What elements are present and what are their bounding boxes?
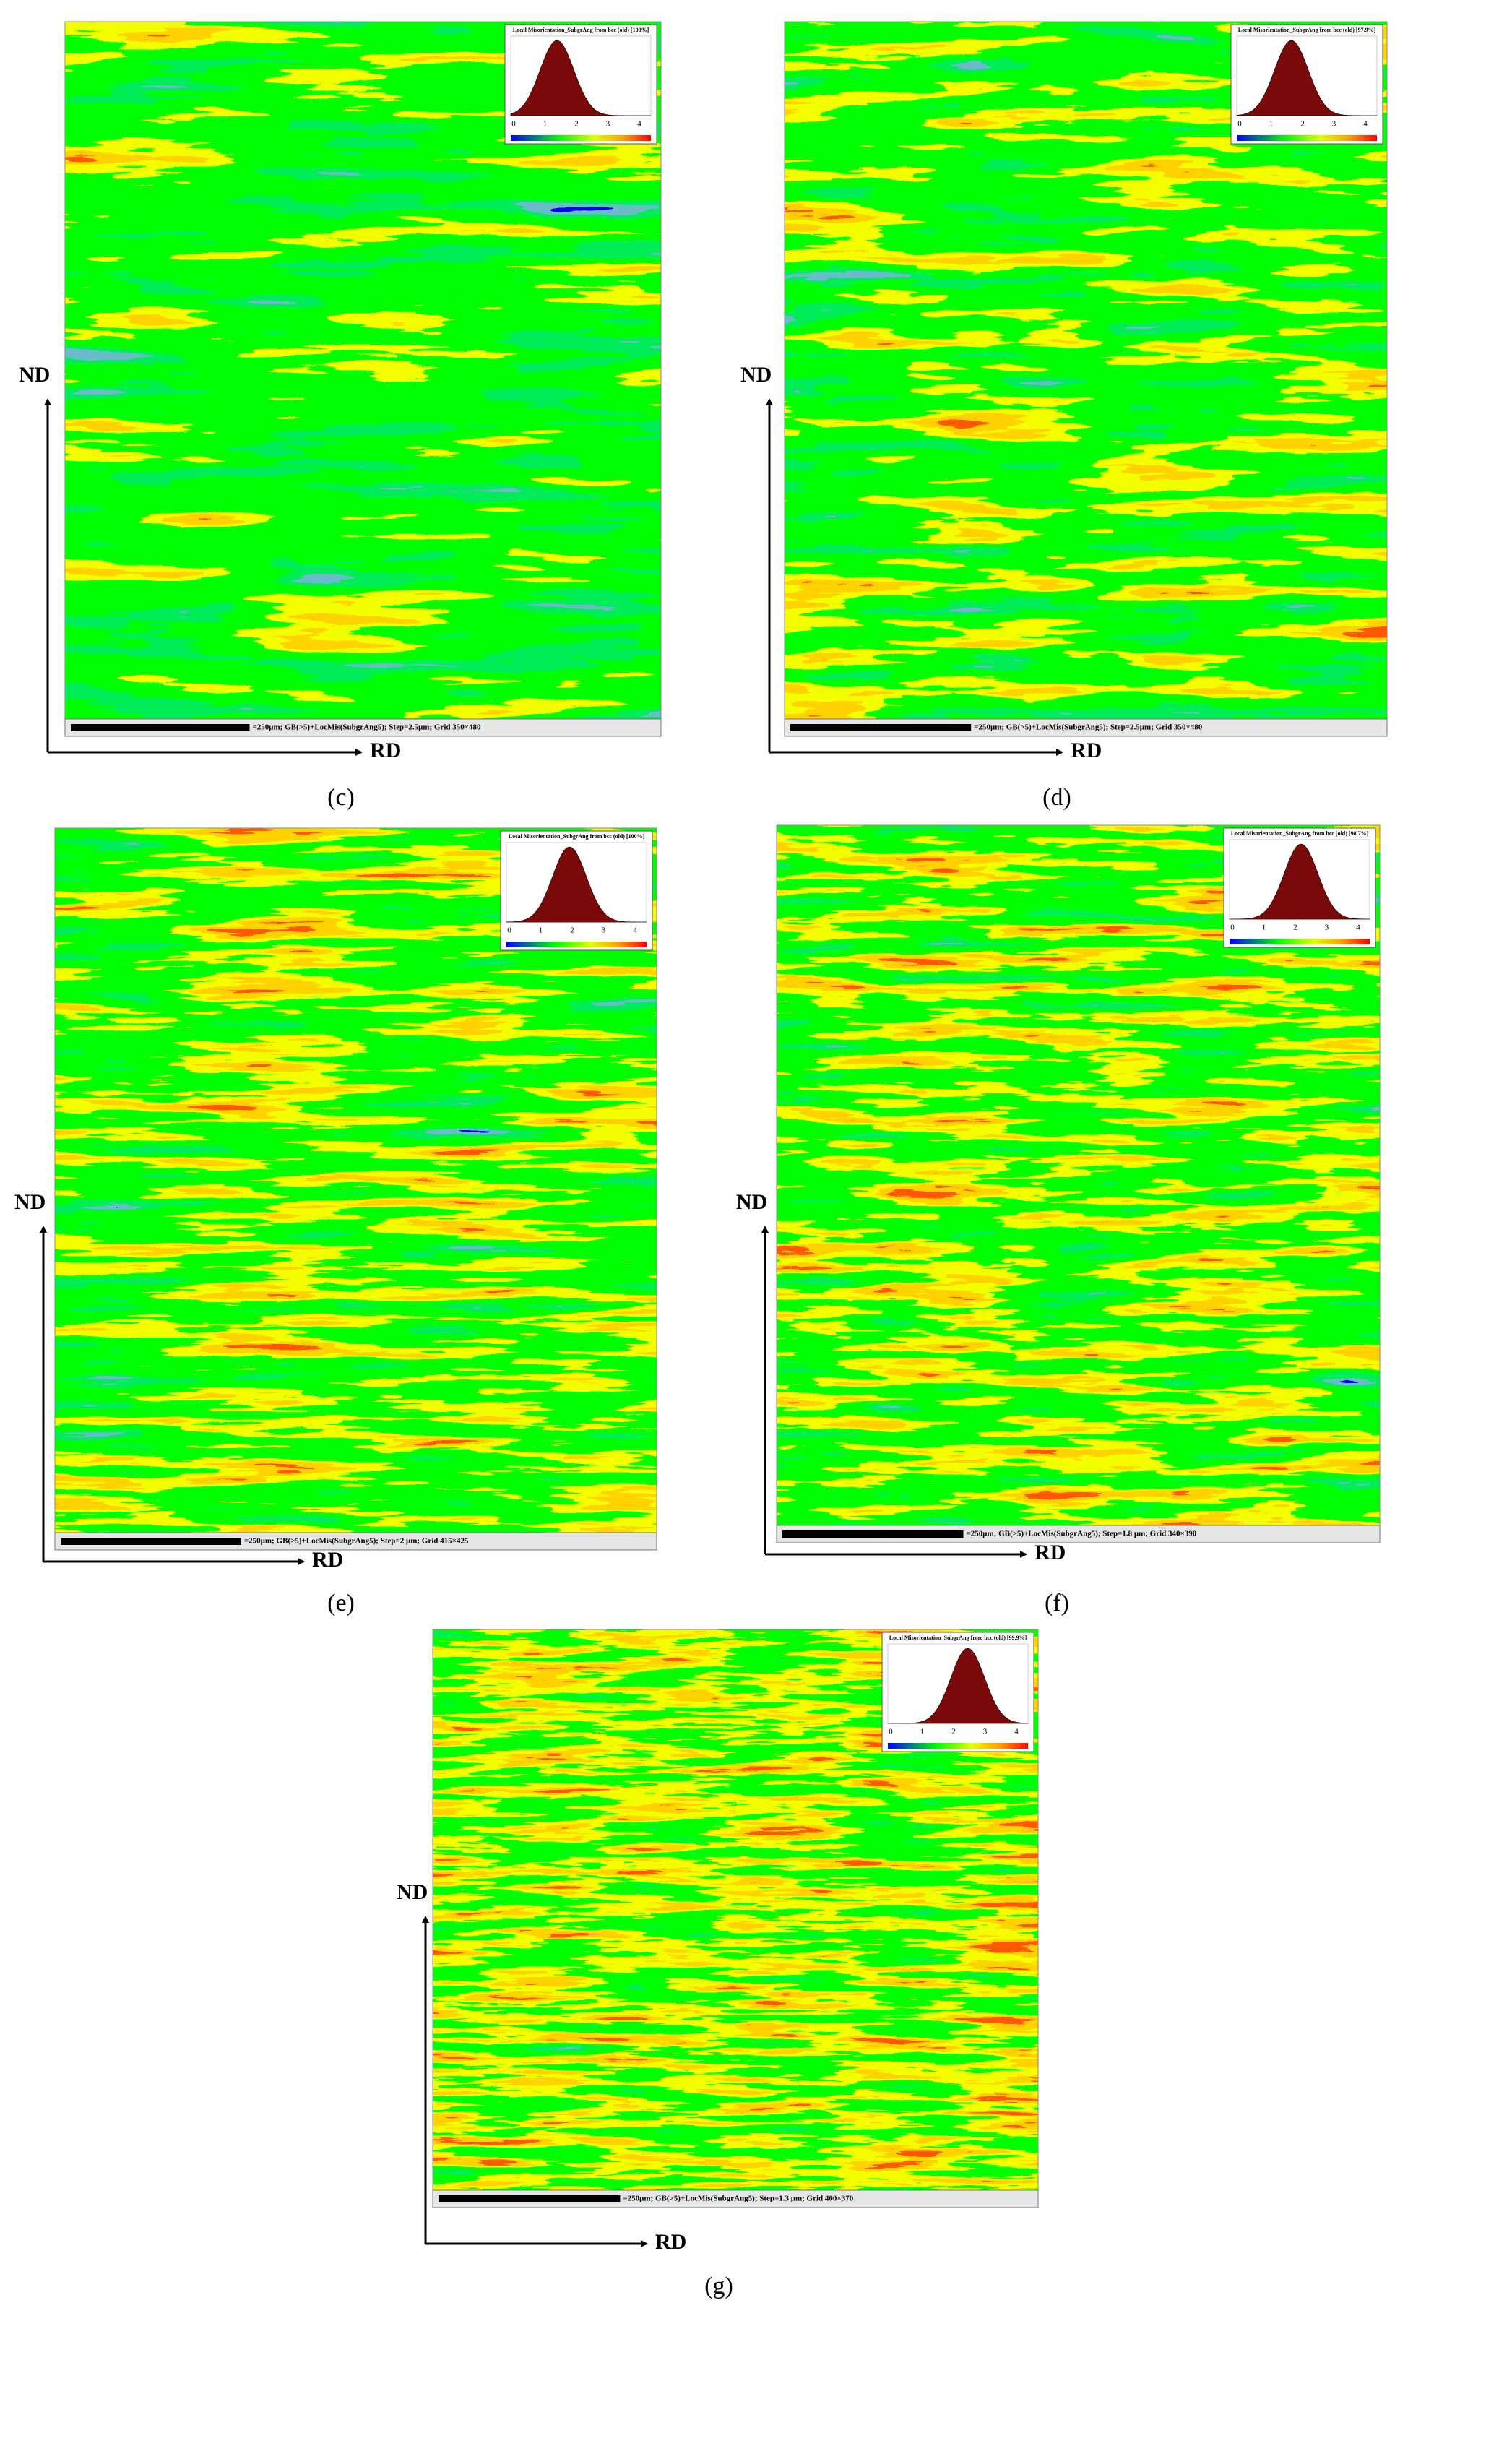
nd-label: ND <box>736 1190 767 1214</box>
nd-label: ND <box>14 1190 46 1214</box>
panel: =250μm; GB(>5)+LocMis(SubgrAng5); Step=2… <box>740 21 1388 811</box>
inset-tick: 4 <box>637 120 641 129</box>
inset-tick: 1 <box>539 926 543 935</box>
color-bar <box>888 1743 1028 1749</box>
panel-label: (g) <box>704 2273 733 2299</box>
inset-tick: 0 <box>507 926 511 935</box>
panel: =250μm; GB(>5)+LocMis(SubgrAng5); Step=2… <box>19 21 662 811</box>
inset-title: Local Misorientation_SubgrAng from bcc (… <box>1231 830 1369 837</box>
inset-tick: 4 <box>1363 120 1368 129</box>
scale-bar <box>71 724 250 731</box>
inset-tick: 2 <box>1300 120 1305 129</box>
inset-tick: 0 <box>1237 120 1242 129</box>
nd-label: ND <box>740 363 772 387</box>
rd-label: RD <box>370 738 401 762</box>
nd-label: ND <box>19 363 50 387</box>
scale-text: =250μm; GB(>5)+LocMis(SubgrAng5); Step=2… <box>974 723 1203 732</box>
histogram <box>1236 40 1378 116</box>
inset-tick: 3 <box>1325 923 1329 932</box>
inset-tick: 2 <box>570 926 574 935</box>
histogram <box>1229 843 1370 920</box>
inset-tick: 2 <box>574 120 579 129</box>
nd-label: ND <box>397 1880 428 1904</box>
scale-text: =250μm; GB(>5)+LocMis(SubgrAng5); Step=1… <box>623 2195 853 2203</box>
scale-text: =250μm; GB(>5)+LocMis(SubgrAng5); Step=2… <box>244 1537 469 1546</box>
panel: =250μm; GB(>5)+LocMis(SubgrAng5); Step=1… <box>736 824 1381 1616</box>
rd-label: RD <box>312 1548 343 1572</box>
inset-tick: 1 <box>543 120 548 129</box>
inset-tick: 1 <box>1269 120 1274 129</box>
panel-label: (d) <box>1042 784 1071 811</box>
rd-label: RD <box>655 2230 686 2254</box>
scale-bar <box>61 1538 241 1545</box>
inset-tick: 0 <box>1230 923 1235 932</box>
inset-title: Local Misorientation_SubgrAng from bcc (… <box>1238 27 1376 33</box>
inset-title: Local Misorientation_SubgrAng from bcc (… <box>509 833 645 840</box>
color-bar <box>511 135 651 141</box>
inset-tick: 3 <box>1332 120 1336 129</box>
color-bar <box>1230 939 1370 944</box>
inset-tick: 4 <box>1356 923 1360 932</box>
rd-label: RD <box>1034 1541 1066 1564</box>
histogram <box>888 1648 1029 1724</box>
inset-tick: 3 <box>602 926 606 935</box>
inset-tick: 4 <box>633 926 637 935</box>
inset-tick: 2 <box>1293 923 1297 932</box>
panel-label: (c) <box>327 784 355 811</box>
histogram <box>510 40 651 116</box>
inset-title: Local Misorientation_SubgrAng from bcc (… <box>889 1635 1027 1641</box>
scale-bar <box>439 2195 621 2202</box>
scale-bar <box>782 1530 964 1538</box>
color-bar <box>506 942 647 947</box>
inset-tick: 2 <box>951 1728 956 1736</box>
scale-text: =250μm; GB(>5)+LocMis(SubgrAng5); Step=2… <box>253 723 482 732</box>
inset-title: Local Misorientation_SubgrAng from bcc (… <box>513 27 649 33</box>
scale-strip <box>54 1532 657 1551</box>
panel: =250μm; GB(>5)+LocMis(SubgrAng5); Step=1… <box>397 1629 1039 2299</box>
scale-strip <box>432 2189 1039 2208</box>
scale-text: =250μm; GB(>5)+LocMis(SubgrAng5); Step=1… <box>967 1530 1197 1538</box>
scale-bar <box>790 724 972 731</box>
color-bar <box>1237 135 1377 141</box>
histogram <box>506 846 647 923</box>
panel-label: (e) <box>327 1590 355 1616</box>
inset-tick: 0 <box>889 1728 893 1736</box>
rd-label: RD <box>1071 738 1102 762</box>
inset-tick: 1 <box>1262 923 1266 932</box>
inset-tick: 0 <box>511 120 516 129</box>
inset-tick: 3 <box>983 1728 988 1736</box>
inset-tick: 1 <box>920 1728 925 1736</box>
panel: =250μm; GB(>5)+LocMis(SubgrAng5); Step=2… <box>14 827 657 1616</box>
inset-tick: 4 <box>1014 1728 1019 1736</box>
panel-label: (f) <box>1045 1590 1069 1616</box>
inset-tick: 3 <box>606 120 610 129</box>
